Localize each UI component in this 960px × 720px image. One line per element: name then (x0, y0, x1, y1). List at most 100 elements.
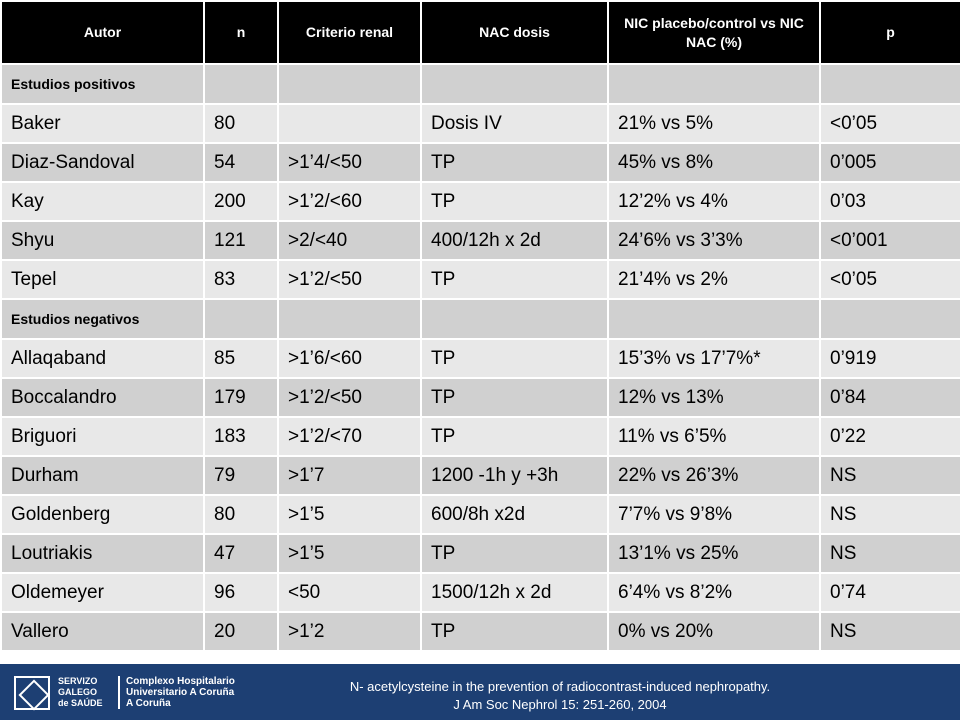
table-cell: Briguori (0, 416, 205, 457)
table-cell: 21’4% vs 2% (607, 259, 821, 300)
table-cell: 12’2% vs 4% (607, 181, 821, 222)
table-cell: 13’1% vs 25% (607, 533, 821, 574)
table-row: Loutriakis 47 >1’5 TP 13’1% vs 25% NS (0, 533, 960, 574)
table-cell: 20 (203, 611, 279, 652)
table-cell: 85 (203, 338, 279, 379)
logo-line: A Coruña (126, 698, 171, 709)
table-cell: Boccalandro (0, 377, 205, 418)
column-header: NAC dosis (420, 0, 609, 65)
table-cell: 121 (203, 220, 279, 261)
table-cell: 21% vs 5% (607, 103, 821, 144)
table-cell: 24’6% vs 3’3% (607, 220, 821, 261)
table-cell: Tepel (0, 259, 205, 300)
table-cell: 0’22 (819, 416, 960, 457)
table-header: Autor n Criterio renal NAC dosis NIC placebo… (0, 0, 960, 65)
table-cell: >1’5 (277, 533, 422, 574)
table-cell: TP (420, 142, 609, 183)
table-row: Kay 200 >1’2/<60 TP 12’2% vs 4% 0’03 (0, 181, 960, 222)
table-cell: 1200 -1h y +3h (420, 455, 609, 496)
table-cell: 11% vs 6’5% (607, 416, 821, 457)
table-cell: 54 (203, 142, 279, 183)
table-cell: 47 (203, 533, 279, 574)
table-cell: >1’6/<60 (277, 338, 422, 379)
empty-cell (277, 63, 422, 105)
table-cell: <0’001 (819, 220, 960, 261)
table-cell: Dosis IV (420, 103, 609, 144)
logo-line: de SAÚDE (58, 698, 103, 708)
empty-cell (607, 298, 821, 340)
empty-cell (819, 298, 960, 340)
table-cell: Baker (0, 103, 205, 144)
empty-cell (203, 298, 279, 340)
table-cell: 0’919 (819, 338, 960, 379)
column-header: Criterio renal (277, 0, 422, 65)
table-cell: Loutriakis (0, 533, 205, 574)
column-header: p (819, 0, 960, 65)
table-cell: 80 (203, 103, 279, 144)
table-cell: Durham (0, 455, 205, 496)
table-cell: NS (819, 494, 960, 535)
table-cell: TP (420, 611, 609, 652)
table-cell: 600/8h x2d (420, 494, 609, 535)
table-cell: 7’7% vs 9’8% (607, 494, 821, 535)
table-cell: 6’4% vs 8’2% (607, 572, 821, 613)
table-cell: NS (819, 611, 960, 652)
section-label: Estudios positivos (0, 63, 205, 105)
table-cell: 179 (203, 377, 279, 418)
table-cell: 83 (203, 259, 279, 300)
logo-left-text: SERVIZO GALEGO de SAÚDE (58, 676, 103, 709)
table-cell: 0’005 (819, 142, 960, 183)
footer-bar: SERVIZO GALEGO de SAÚDE Complexo Hospita… (0, 664, 960, 720)
table-cell: 183 (203, 416, 279, 457)
table-cell: 400/12h x 2d (420, 220, 609, 261)
table-row: Vallero 20 >1’2 TP 0% vs 20% NS (0, 611, 960, 652)
table-cell: >1’7 (277, 455, 422, 496)
sergas-logo-icon (14, 676, 50, 710)
table-cell: TP (420, 259, 609, 300)
hospital-logo: SERVIZO GALEGO de SAÚDE Complexo Hospita… (14, 676, 244, 710)
logo-right-text: Complexo Hospitalario Universitario A Co… (118, 676, 235, 709)
table-row: Oldemeyer 96 <50 1500/12h x 2d 6’4% vs 8’2% 0… (0, 572, 960, 613)
table-cell: 0’03 (819, 181, 960, 222)
table-row: Tepel 83 >1’2/<50 TP 21’4% vs 2% <0’05 (0, 259, 960, 300)
table-row: Allaqaband 85 >1’6/<60 TP 15’3% vs 17’7%* 0’9… (0, 338, 960, 379)
table-cell: Goldenberg (0, 494, 205, 535)
table-cell: Kay (0, 181, 205, 222)
table-row: Goldenberg 80 >1’5 600/8h x2d 7’7% vs 9’8% N… (0, 494, 960, 535)
table-row: Diaz-Sandoval 54 >1’4/<50 TP 45% vs 8% 0’005 (0, 142, 960, 183)
column-header: NIC placebo/control vs NIC NAC (%) (607, 0, 821, 65)
table-cell: >2/<40 (277, 220, 422, 261)
table-cell: 15’3% vs 17’7%* (607, 338, 821, 379)
empty-cell (203, 63, 279, 105)
table-cell: 45% vs 8% (607, 142, 821, 183)
table-cell: TP (420, 416, 609, 457)
table-row: Shyu 121 >2/<40 400/12h x 2d 24’6% vs 3’3% <0… (0, 220, 960, 261)
table-cell: 12% vs 13% (607, 377, 821, 418)
table-cell: >1’4/<50 (277, 142, 422, 183)
table-cell: >1’5 (277, 494, 422, 535)
table-cell: <0’05 (819, 259, 960, 300)
table-cell: Vallero (0, 611, 205, 652)
header-row: Autor n Criterio renal NAC dosis NIC placebo… (0, 0, 960, 65)
section-label: Estudios negativos (0, 298, 205, 340)
table-row: Durham 79 >1’7 1200 -1h y +3h 22% vs 26’3% NS (0, 455, 960, 496)
table-cell: <50 (277, 572, 422, 613)
table-cell: TP (420, 181, 609, 222)
empty-cell (420, 63, 609, 105)
table-cell: >1’2/<50 (277, 259, 422, 300)
table-cell (277, 103, 422, 144)
table-cell: >1’2/<70 (277, 416, 422, 457)
table-row: Briguori 183 >1’2/<70 TP 11% vs 6’5% 0’22 (0, 416, 960, 457)
table-cell: 0% vs 20% (607, 611, 821, 652)
table-row: Baker 80 Dosis IV 21% vs 5% <0’05 (0, 103, 960, 144)
section-row: Estudios negativos (0, 298, 960, 340)
table-cell: 0’74 (819, 572, 960, 613)
table-cell: Oldemeyer (0, 572, 205, 613)
table-cell: TP (420, 338, 609, 379)
logo-line: GALEGO (58, 687, 98, 697)
section-row: Estudios positivos (0, 63, 960, 105)
empty-cell (607, 63, 821, 105)
table-cell: 96 (203, 572, 279, 613)
table-cell: 0’84 (819, 377, 960, 418)
column-header: n (203, 0, 279, 65)
